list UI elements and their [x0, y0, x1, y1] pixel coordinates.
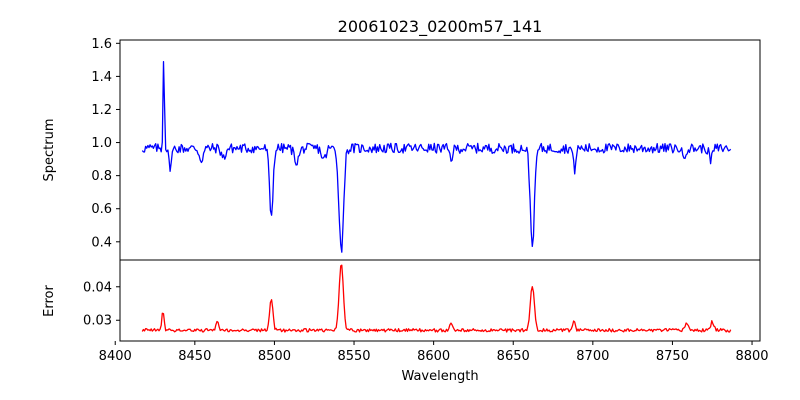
x-tick-label: 8750	[656, 349, 689, 364]
spectrum-y-tick-label: 1.6	[91, 37, 112, 52]
x-tick-label: 8550	[337, 349, 370, 364]
spectrum-series-line	[141, 61, 732, 253]
x-tick-label: 8650	[497, 349, 530, 364]
x-tick-label: 8600	[417, 349, 450, 364]
error-panel-frame	[119, 259, 761, 342]
chart-layers: 0.4 0.6 0.8 1.0 1.2 1.4 1.6 0.03 0.04 8400 8450 850…	[83, 37, 769, 364]
x-tick-label: 8700	[576, 349, 609, 364]
x-tick-label: 8800	[735, 349, 768, 364]
error-y-tick-label: 0.04	[83, 280, 112, 295]
x-tick-label: 8450	[178, 349, 211, 364]
spectrum-y-axis-label: Spectrum	[42, 119, 57, 182]
error-y-axis-label: Error	[42, 285, 57, 317]
spectrum-y-tick-label: 0.8	[91, 169, 112, 184]
spectrum-y-tick-label: 1.0	[91, 136, 112, 151]
error-series-line	[141, 264, 732, 333]
x-tick-label: 8400	[99, 349, 132, 364]
error-y-tick-label: 0.03	[83, 314, 112, 329]
x-axis-label: Wavelength	[401, 369, 478, 384]
chart-title: 20061023_0200m57_141	[338, 17, 543, 37]
spectrum-y-tick-label: 0.4	[91, 235, 112, 250]
spectrum-y-tick-label: 1.4	[91, 70, 112, 85]
x-tick-label: 8500	[258, 349, 291, 364]
spectrum-y-tick-label: 1.2	[91, 103, 112, 118]
spectrum-y-tick-label: 0.6	[91, 202, 112, 217]
